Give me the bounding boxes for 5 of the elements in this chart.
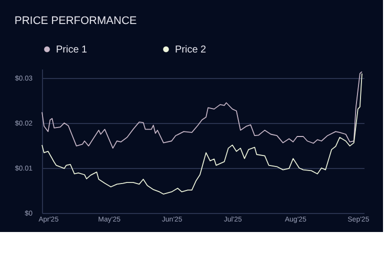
- legend-label: Price 1: [56, 44, 88, 56]
- line-series: [42, 71, 362, 149]
- line-series: [42, 73, 362, 195]
- legend-label: Price 2: [175, 44, 207, 56]
- chart-title: PRICE PERFORMANCE: [14, 15, 137, 27]
